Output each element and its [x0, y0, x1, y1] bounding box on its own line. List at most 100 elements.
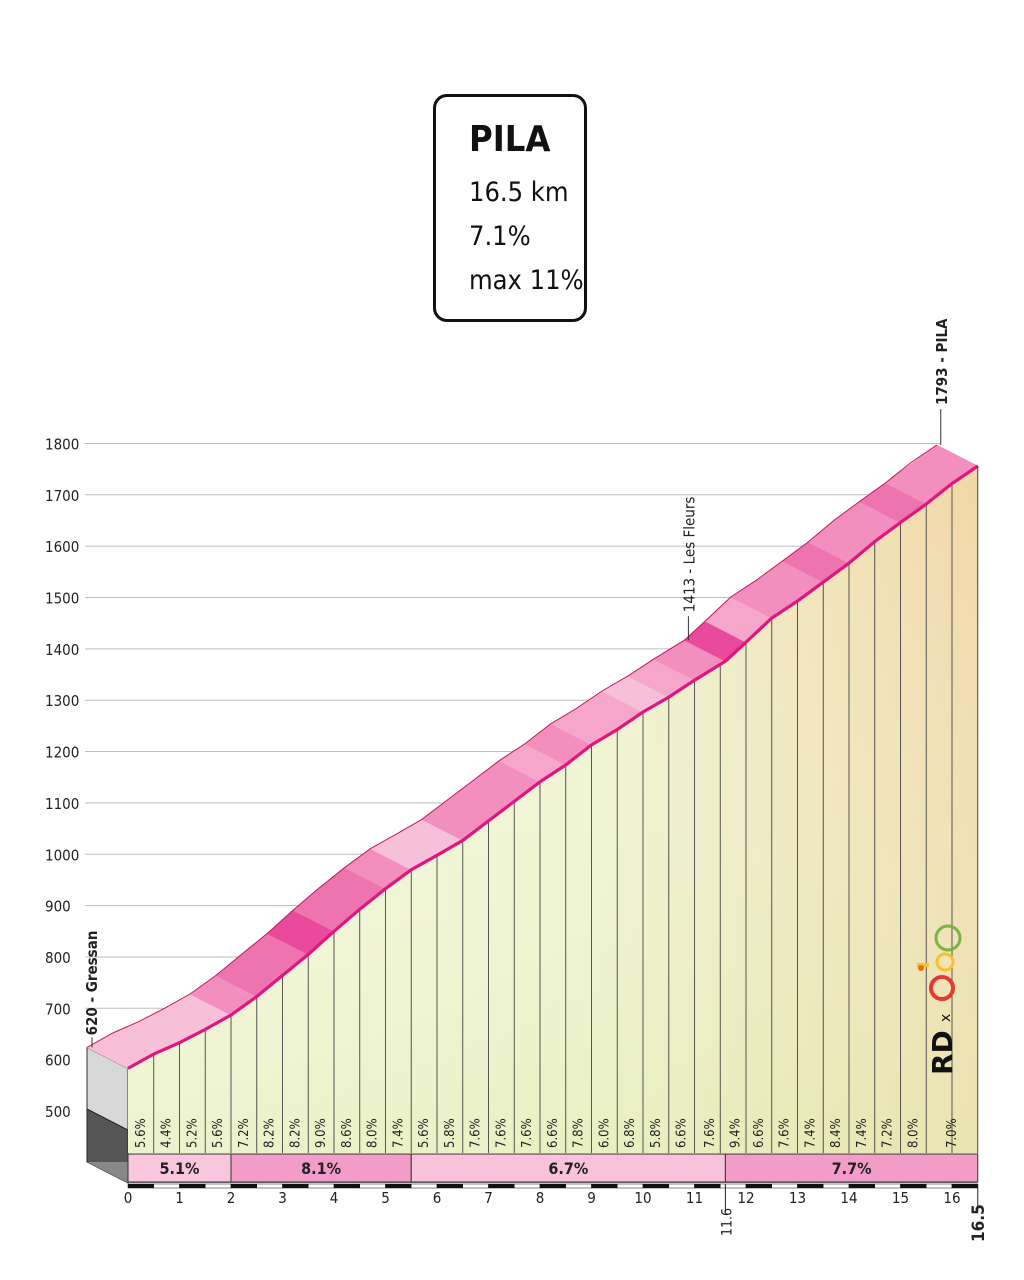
sector-average-label: 7.7% — [832, 1159, 872, 1178]
sector-bar — [230, 1153, 412, 1183]
climb-max-gradient: max 11% — [469, 265, 584, 296]
axis-scale-segment — [153, 1183, 180, 1189]
axis-scale-segment — [668, 1183, 695, 1189]
segment-gradient-label: 7.2% — [881, 1118, 896, 1148]
y-tick-label: 1700 — [45, 487, 79, 505]
axis-scale-segment — [642, 1183, 669, 1189]
axis-scale-segment — [823, 1183, 850, 1189]
segment-gradient-label: 7.6% — [778, 1118, 793, 1148]
profile-top-band — [86, 444, 979, 1069]
y-tick-label: 1400 — [45, 641, 79, 659]
segment-gradient-label: 6.6% — [546, 1118, 561, 1148]
sector-average-label: 8.1% — [301, 1159, 341, 1178]
axis-scale-segment — [848, 1183, 875, 1189]
y-tick-label: 1000 — [45, 846, 79, 864]
axis-scale-segment — [926, 1183, 953, 1189]
logo-yellow-ring — [935, 952, 955, 972]
axis-scale-segment — [539, 1183, 566, 1189]
axis-scale-segment — [256, 1183, 283, 1189]
y-tick-label: 1200 — [45, 744, 79, 762]
y-tick-label: 800 — [45, 949, 71, 967]
sector-bars: 5.1% 8.1% 6.7% 7.7% — [127, 1153, 979, 1189]
segment-gradient-label: 8.2% — [288, 1118, 303, 1148]
logo-green-ring — [934, 924, 962, 952]
annotation-label: 1413 - Les Fleurs — [680, 497, 698, 613]
segment-gradient-label: 5.6% — [417, 1118, 432, 1148]
logo-orange-dot — [918, 965, 924, 971]
segment-gradient-label: 8.0% — [906, 1118, 921, 1148]
y-axis-ticks: 500 600 700 800 900 1000 1100 1200 1300 1400 1500 1… — [45, 435, 79, 1121]
segment-gradient-label: 7.6% — [520, 1118, 535, 1148]
segment-gradient-label: 5.6% — [211, 1118, 226, 1148]
ciclweb-logo: RD x — [917, 924, 962, 1075]
segment-gradient-label: 7.8% — [572, 1118, 587, 1148]
axis-scale-segment — [745, 1183, 772, 1189]
axis-scale-segment — [771, 1183, 798, 1189]
x-tick-label: 2 — [227, 1189, 236, 1207]
axis-scale-segment — [205, 1183, 232, 1189]
axis-scale-segment — [874, 1183, 901, 1189]
logo-x-text: x — [938, 1014, 954, 1022]
axis-scale-segment — [359, 1183, 386, 1189]
segment-gradient-label: 5.6% — [134, 1118, 149, 1148]
x-special-tick-label: 11.6 — [719, 1208, 735, 1236]
axis-scale-segment — [333, 1183, 360, 1189]
x-tick-label: 14 — [840, 1189, 857, 1207]
axis-scale-segment — [797, 1183, 824, 1189]
segment-gradient-label: 5.8% — [649, 1118, 664, 1148]
segment-gradient-label: 7.6% — [703, 1118, 718, 1148]
logo-red-ring — [929, 975, 955, 1001]
x-tick-label: 9 — [587, 1189, 596, 1207]
y-tick-label: 1600 — [45, 538, 79, 556]
annotation-label: 1793 - PILA — [933, 318, 951, 405]
segment-gradient-label: 6.0% — [597, 1118, 612, 1148]
segment-gradient-label: 5.2% — [185, 1118, 200, 1148]
profile-line — [127, 464, 979, 1070]
axis-scale-segment — [436, 1183, 463, 1189]
axis-scale-segment — [179, 1183, 206, 1189]
x-tick-label: 4 — [330, 1189, 339, 1207]
x-tick-label: 6 — [433, 1189, 442, 1207]
logo-rd-text: RD — [926, 1030, 959, 1075]
x-special-tick-label: 16.5 — [969, 1204, 989, 1242]
sector-bar — [410, 1153, 726, 1183]
segment-gradient-label: 6.8% — [623, 1118, 638, 1148]
climb-info-box: PILA 16.5 km 7.1% max 11% — [433, 94, 587, 322]
y-tick-label: 700 — [45, 1000, 71, 1018]
axis-scale-segment — [951, 1183, 978, 1189]
axis-scale-segment — [127, 1183, 154, 1189]
segment-gradient-label: 8.0% — [366, 1118, 381, 1148]
x-tick-label: 10 — [634, 1189, 651, 1207]
axis-scale-segment — [385, 1183, 412, 1189]
y-tick-label: 1300 — [45, 692, 79, 710]
profile-hatch — [153, 483, 953, 1153]
axis-scale-segment — [900, 1183, 927, 1189]
segment-gradient-label: 7.4% — [803, 1118, 818, 1148]
axis-scale-segment — [514, 1183, 541, 1189]
segment-gradient-label: 8.4% — [829, 1118, 844, 1148]
y-tick-label: 900 — [45, 898, 71, 916]
y-tick-label: 1500 — [45, 590, 79, 608]
climb-distance: 16.5 km — [469, 177, 569, 208]
sector-bar — [724, 1153, 979, 1183]
axis-scale-segment — [411, 1183, 438, 1189]
logo-yellow-bar — [917, 963, 929, 967]
x-tick-label: 3 — [278, 1189, 287, 1207]
profile-back-edge — [86, 444, 938, 1048]
climb-title: PILA — [469, 119, 551, 160]
x-tick-label: 1 — [175, 1189, 184, 1207]
profile-area — [86, 444, 979, 1153]
axis-scale-segment — [617, 1183, 644, 1189]
segment-gradient-label: 8.2% — [263, 1118, 278, 1148]
segment-gradient-label: 4.4% — [160, 1118, 175, 1148]
sector-average-label: 6.7% — [548, 1159, 588, 1178]
axis-scale-segment — [230, 1183, 257, 1189]
sector-average-label: 5.1% — [160, 1159, 200, 1178]
y-tick-label: 1100 — [45, 795, 79, 813]
x-tick-label: 11 — [686, 1189, 703, 1207]
axis-scale-segment — [720, 1183, 747, 1189]
segment-gradient-label: 9.0% — [314, 1118, 329, 1148]
segment-gradient-label: 6.6% — [675, 1118, 690, 1148]
